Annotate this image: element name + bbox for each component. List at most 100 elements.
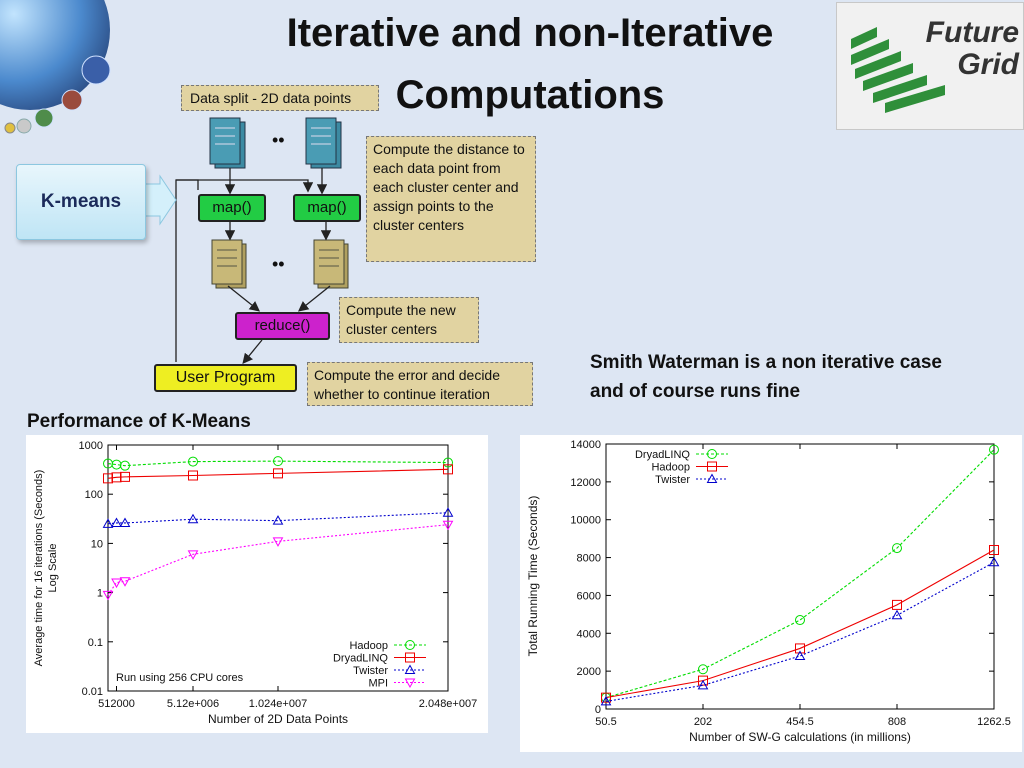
data-point-twister [794,650,806,660]
y-axis-label: Average time for 16 iterations (Seconds) [33,470,45,667]
y-axis-label: Total Running Time (Seconds) [526,496,540,657]
data-point-twister [187,513,199,524]
data-point-hadoop [892,599,902,610]
series-line-twister [605,561,995,702]
data-point-hadoop [443,457,453,468]
data-point-dryadlinq [188,470,198,481]
kmeans-performance-heading: Performance of K-Means [27,411,251,432]
y-tick-label: 10000 [570,515,601,527]
legend-label: Twister [655,474,690,486]
data-point-twister [600,695,612,706]
map-dots-bottom: •• [272,254,285,274]
data-point-twister [111,517,122,527]
note-user-program: Compute the error and decide whether to … [307,362,533,406]
series-line-twister [107,512,449,525]
x-tick-label: 202 [694,716,712,728]
user-program-box: User Program [154,364,297,392]
x-axis-label: Number of 2D Data Points [208,712,348,726]
intermediate-doc-right [313,239,349,289]
data-point-twister [102,518,114,528]
intermediate-doc-left [211,239,247,289]
legend-marker [405,640,415,650]
map-dots-top: •• [272,130,285,150]
smith-waterman-chart: 0 2000 4000 6000 8000 10000 12000 14000 50.5 202 4… [526,439,1011,744]
data-point-mpi [187,550,199,560]
x-tick-label: 512000 [98,698,135,710]
data-point-twister [891,609,903,620]
legend-label: DryadLINQ [333,653,388,665]
note-reduce: Compute the new cluster centers [339,297,479,343]
y-tick-label: 100 [85,489,103,501]
logo-text-line2: Grid [957,48,1019,81]
y-tick-label: 6000 [577,590,601,602]
legend-marker [706,473,718,483]
legend-label: Twister [353,665,388,677]
data-point-dryadlinq [892,543,902,554]
data-point-twister [272,515,284,525]
futuregrid-logo: Future Grid [836,2,1024,130]
smith-waterman-chart-panel: 0 2000 4000 6000 8000 10000 12000 14000 50.5 202 4… [520,435,1022,752]
x-tick-label: 1.024e+007 [249,698,307,710]
data-point-hadoop [601,692,611,703]
legend-marker [707,461,717,472]
x-tick-label: 5.12e+006 [167,698,219,710]
legend-marker [404,678,416,689]
legend-label: MPI [368,678,388,690]
data-point-dryadlinq [989,444,999,455]
data-point-hadoop [989,545,999,555]
y-tick-label: 10 [91,538,103,550]
legend-label: Hadoop [651,462,690,474]
data-point-mpi [111,578,122,589]
data-point-dryadlinq [698,664,708,675]
data-point-mpi [272,537,284,547]
data-point-hadoop [698,675,708,686]
data-point-hadoop [188,456,198,467]
x-tick-label: 1262.5 [977,716,1011,728]
globe-decoration [0,0,111,134]
data-point-mpi [119,577,131,587]
y-tick-label: 2000 [577,666,601,678]
y-tick-label: 0.1 [88,637,103,649]
y-tick-label: 0 [595,704,601,716]
kmeans-label: K-means [16,164,146,240]
data-point-twister [697,679,709,690]
data-point-dryadlinq [795,615,805,626]
series-line-hadoop [605,549,995,699]
data-point-dryadlinq [443,464,453,475]
y-tick-label: 0.01 [82,686,103,698]
series-line-hadoop [107,460,449,467]
x-tick-label: 454.5 [786,716,814,728]
legend-marker [707,449,717,459]
kmeans-chart: 0.01 0.1 1 10 100 1000 512000 5.12e+006 1.024e+0… [33,440,477,726]
x-axis-label: Number of SW-G calculations (in millions… [689,730,911,744]
y-tick-label: 8000 [577,553,601,565]
kmeans-chart-panel: 0.01 0.1 1 10 100 1000 512000 5.12e+006 1.024e+0… [26,435,488,733]
series-line-dryadlinq [107,468,449,479]
logo-text-line1: Future [925,16,1019,49]
chart-annotation: Run using 256 CPU cores [116,672,244,684]
legend-label: DryadLINQ [635,449,690,461]
y-tick-label: 4000 [577,628,601,640]
data-split-doc-right [305,117,342,169]
reduce-box: reduce() [235,312,330,340]
y-tick-label: 1000 [79,440,103,452]
map-box-right: map() [293,194,361,222]
legend-marker [405,652,415,663]
y-axis-label-line2: Log Scale [47,544,59,593]
legend-label: Hadoop [349,640,388,652]
series-line-mpi [107,524,449,596]
series-line-dryadlinq [605,449,995,699]
y-tick-label: 14000 [570,439,601,451]
x-tick-label: 2.048e+007 [419,698,477,710]
note-map: Compute the distance to each data point … [366,136,536,262]
data-point-hadoop [795,643,805,654]
data-point-twister [442,507,454,517]
y-tick-label: 1 [97,588,103,600]
data-point-twister [119,517,131,527]
data-point-mpi [102,590,114,601]
data-split-doc-left [209,117,246,169]
x-tick-label: 50.5 [595,716,616,728]
data-point-hadoop [273,456,283,467]
data-point-twister [988,556,1000,567]
data-point-dryadlinq [273,468,283,479]
